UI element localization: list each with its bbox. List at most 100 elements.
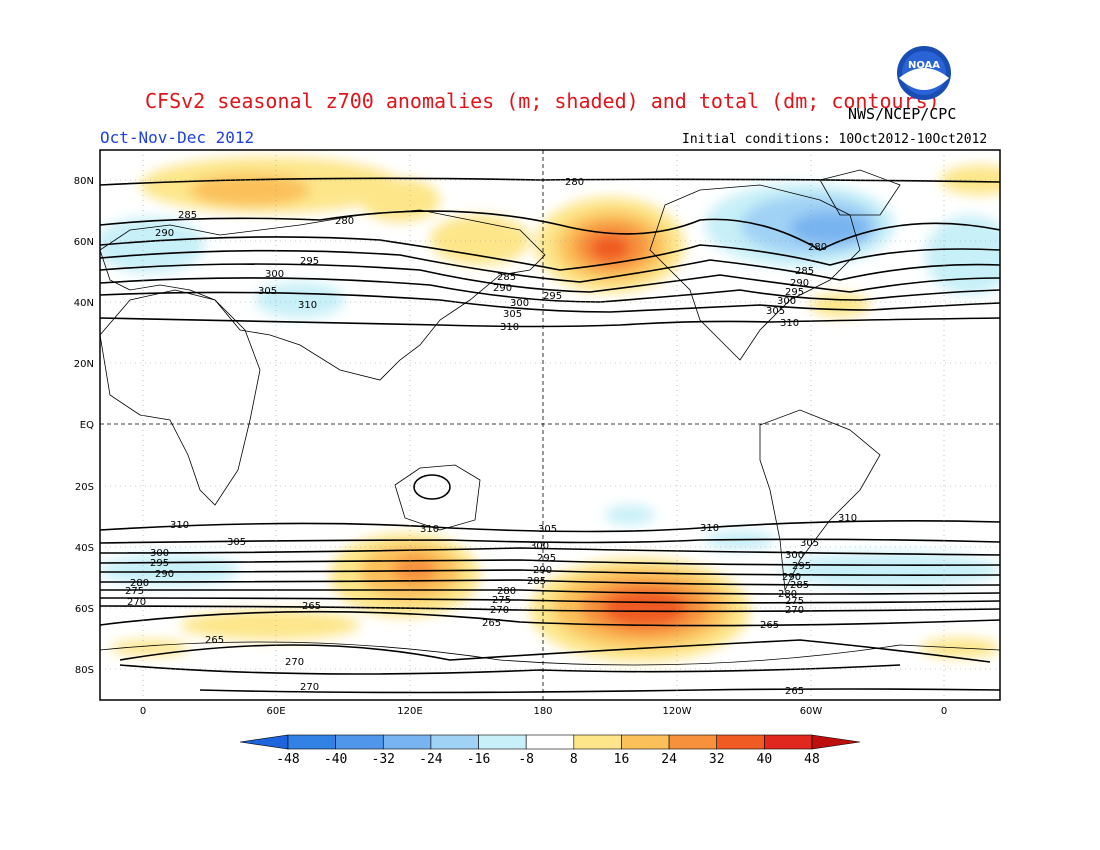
contour-south-265 (100, 610, 1000, 627)
contour-label: 265 (302, 601, 321, 612)
contour-label: 290 (155, 228, 174, 239)
contour-label: 295 (792, 561, 811, 572)
lat-label: 20N (74, 359, 94, 370)
colorbar-swatch (573, 734, 622, 750)
colorbar-swatch (764, 734, 813, 750)
coastline-australia (394, 464, 481, 531)
colorbar-label: 16 (614, 752, 630, 767)
anomaly-alaska-40 (590, 235, 630, 261)
contour-label: 310 (420, 524, 439, 535)
contour-label: 275 (492, 595, 511, 606)
anomaly-south-america-negative (780, 552, 1000, 588)
colorbar-label: 32 (709, 752, 725, 767)
contour-south-310 (100, 520, 1000, 533)
contour-label: 270 (300, 682, 319, 693)
contour-label: 280 (497, 586, 516, 597)
lat-label: 40N (74, 298, 94, 309)
coastline-africa (100, 289, 261, 506)
lat-label: 20S (75, 482, 94, 493)
chart-title: CFSv2 seasonal z700 anomalies (m; shaded… (145, 89, 940, 113)
season-label: Oct-Nov-Dec 2012 (100, 128, 255, 147)
anomaly-arctic-siberia (360, 178, 440, 222)
contour-label: 305 (503, 309, 522, 320)
contour-south-290 (100, 569, 1000, 576)
lon-label: 0 (140, 706, 146, 717)
anomaly-arctic-europe-core (190, 174, 310, 206)
lat-label: 60N (74, 237, 94, 248)
anomaly-shading (100, 157, 1000, 662)
contour-label: 270 (285, 657, 304, 668)
contour-label: 265 (760, 620, 779, 631)
lat-label: 80N (74, 176, 94, 187)
contour-label: 310 (838, 513, 857, 524)
contour-label: 310 (700, 523, 719, 534)
agency-label: NWS/NCEP/CPC (848, 105, 957, 123)
contour-label: 280 (808, 242, 827, 253)
contour-label: 275 (125, 586, 144, 597)
coastline-antarctica (100, 641, 1000, 666)
contour-label: 290 (155, 569, 174, 580)
contour-label: 300 (510, 298, 529, 309)
contour-label: 305 (800, 538, 819, 549)
contour-label: 265 (785, 686, 804, 697)
anomaly-east-pacific-negative (605, 505, 655, 525)
contour-north-285 (100, 236, 1000, 271)
contour-label: 295 (300, 256, 319, 267)
contour-north-280 (100, 210, 1000, 251)
contour-label: 280 (778, 589, 797, 600)
contour-label: 285 (795, 266, 814, 277)
anomaly-atlantic-positive (810, 293, 870, 317)
lon-label: 180 (533, 706, 552, 717)
lon-label: 120W (663, 706, 692, 717)
contour-label: 305 (766, 306, 785, 317)
contour-label: 280 (335, 216, 354, 227)
contour-south-305 (100, 538, 1000, 544)
colorbar-swatch (287, 734, 336, 750)
colorbar-label: 48 (804, 752, 820, 767)
logo-seagull (899, 68, 949, 90)
lon-label: 0 (941, 706, 947, 717)
colorbar: -48 -40 -32 -24 -16 -8 8 16 24 32 40 48 (239, 734, 861, 767)
contour-south-270 (100, 605, 1000, 613)
contour-label: 300 (150, 548, 169, 559)
colorbar-arrow-high (811, 734, 861, 750)
contour-label: 295 (785, 287, 804, 298)
contour-label: 280 (565, 177, 584, 188)
contour-label: 295 (537, 553, 556, 564)
colorbar-swatch (668, 734, 718, 750)
grid-lines (100, 150, 1000, 700)
lat-label: 60S (75, 604, 94, 615)
contour-south-280 (100, 589, 1000, 595)
latitude-labels: 80N 60N 40N 20N EQ 20S 40S 60S 80S (74, 176, 94, 676)
colorbar-swatch (382, 734, 432, 750)
contour-label: 300 (785, 550, 804, 561)
contour-south-270-inner (119, 664, 901, 675)
contour-north-295 (100, 263, 1000, 293)
coastline-greenland (819, 169, 901, 216)
contour-label: 285 (497, 272, 516, 283)
map-frame (99, 149, 1001, 701)
contour-label: 290 (533, 565, 552, 576)
contour-label: 300 (530, 541, 549, 552)
colorbar-label: -32 (372, 752, 395, 767)
colorbar-label: -16 (467, 752, 490, 767)
contour-label: 270 (785, 605, 804, 616)
contour-south-265-inner (119, 639, 991, 663)
contour-north-305 (100, 291, 1000, 313)
colorbar-swatch (430, 734, 479, 750)
contour-australia-high (413, 474, 451, 500)
contour-label: 300 (265, 269, 284, 280)
contour-label: 310 (780, 318, 799, 329)
contour-label: 305 (538, 524, 557, 535)
colorbar-label: -40 (324, 752, 347, 767)
coastline-eurasia (100, 209, 546, 381)
lat-label: EQ (80, 420, 94, 431)
colorbar-label: -24 (419, 752, 443, 767)
colorbar-swatch (716, 734, 765, 750)
contour-label: 285 (790, 580, 809, 591)
contour-south-265-outer (199, 688, 1000, 694)
contour-label: 305 (227, 537, 246, 548)
anomaly-south-atlantic-positive (180, 610, 360, 640)
contour-label: 285 (527, 576, 546, 587)
